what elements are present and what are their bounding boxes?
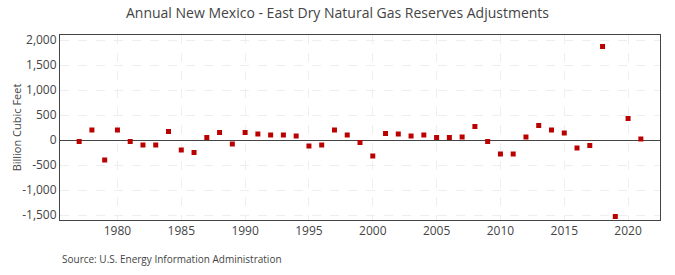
svg-text:1980: 1980 xyxy=(104,222,132,239)
svg-text:Billion Cubic Feet: Billion Cubic Feet xyxy=(9,84,24,172)
svg-text:1985: 1985 xyxy=(168,222,196,239)
svg-text:2000: 2000 xyxy=(359,222,387,239)
svg-text:2015: 2015 xyxy=(551,222,579,239)
svg-text:Source: U.S. Energy Informatio: Source: U.S. Energy Information Administ… xyxy=(62,252,282,266)
svg-text:-500: -500 xyxy=(32,156,57,173)
svg-text:2020: 2020 xyxy=(614,222,642,239)
svg-text:2005: 2005 xyxy=(423,222,451,239)
svg-text:0: 0 xyxy=(50,131,57,148)
svg-text:1990: 1990 xyxy=(231,222,259,239)
svg-text:1995: 1995 xyxy=(295,222,323,239)
svg-text:-1,000: -1,000 xyxy=(22,181,57,198)
svg-text:2010: 2010 xyxy=(487,222,515,239)
svg-text:1,500: 1,500 xyxy=(26,56,57,73)
svg-text:500: 500 xyxy=(36,106,57,123)
svg-text:2,000: 2,000 xyxy=(26,31,57,48)
svg-text:Annual New Mexico - East Dry N: Annual New Mexico - East Dry Natural Gas… xyxy=(126,3,549,22)
svg-text:1,000: 1,000 xyxy=(26,81,57,98)
svg-text:-1,500: -1,500 xyxy=(22,206,57,223)
